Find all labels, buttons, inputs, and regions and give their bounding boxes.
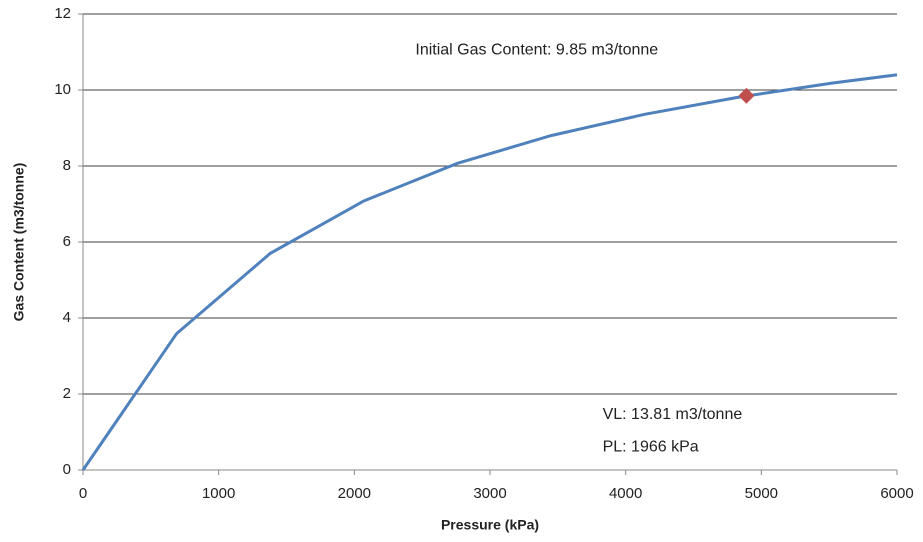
- x-tick-label: 4000: [609, 485, 642, 502]
- annotation: Initial Gas Content: 9.85 m3/tonne: [415, 41, 658, 58]
- y-tick-label: 6: [63, 233, 71, 250]
- annotation: VL: 13.81 m3/tonne: [603, 406, 743, 423]
- marker-point: [738, 87, 755, 104]
- x-tick-label: 0: [79, 485, 87, 502]
- x-tick-label: 6000: [880, 485, 913, 502]
- y-tick-label: 4: [63, 309, 71, 326]
- x-axis-title: Pressure (kPa): [441, 517, 539, 533]
- y-tick-label: 8: [63, 157, 71, 174]
- x-tick-label: 5000: [745, 485, 778, 502]
- annotation: PL: 1966 kPa: [603, 438, 699, 455]
- x-tick-label: 1000: [202, 485, 235, 502]
- y-tick-label: 0: [63, 461, 71, 478]
- y-axis-title: Gas Content (m3/tonne): [11, 163, 27, 322]
- data-line: [81, 73, 898, 471]
- x-tick-label: 2000: [338, 485, 371, 502]
- y-tick-label: 10: [54, 81, 71, 98]
- x-tick-label: 3000: [473, 485, 506, 502]
- y-tick-label: 12: [54, 5, 71, 22]
- y-tick-label: 2: [63, 385, 71, 402]
